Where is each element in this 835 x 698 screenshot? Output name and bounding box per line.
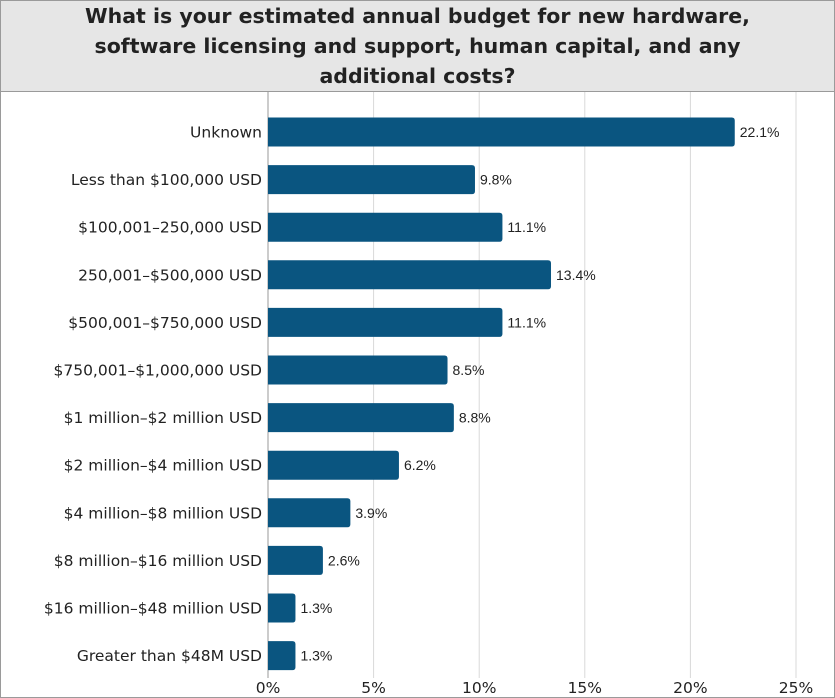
value-label: 1.3% (300, 648, 332, 664)
bar (268, 307, 503, 337)
category-label: Greater than $48M USD (77, 647, 262, 665)
category-label: $100,001–250,000 USD (78, 219, 262, 237)
category-label: $750,001–$1,000,000 USD (53, 362, 262, 380)
bar (268, 355, 448, 385)
bars (268, 117, 735, 671)
value-label: 11.1% (507, 314, 546, 330)
value-label: 1.3% (300, 600, 332, 616)
bar (268, 165, 475, 195)
value-label: 3.9% (355, 505, 387, 521)
value-label: 13.4% (556, 267, 596, 283)
category-label: 250,001–$500,000 USD (78, 266, 262, 284)
value-labels: 22.1% 9.8% 11.1% 13.4% 11.1% 8.5% 8.8% 6.2% 3.9%… (300, 124, 779, 664)
value-label: 8.5% (453, 362, 485, 378)
value-label: 8.8% (459, 410, 491, 426)
x-tick-label: 5% (361, 679, 386, 697)
category-label: Less than $100,000 USD (71, 171, 262, 189)
x-tick-labels: 0% 5% 10% 15% 20% 25% (256, 679, 814, 697)
bar (268, 641, 296, 671)
bar (268, 117, 735, 147)
value-label: 11.1% (507, 219, 546, 235)
category-label: $1 million–$2 million USD (64, 409, 262, 427)
value-label: 22.1% (740, 124, 780, 140)
bar (268, 403, 454, 433)
bar-chart: Unknown Less than $100,000 USD $100,001–25… (44, 92, 814, 697)
category-label: Unknown (190, 124, 262, 142)
category-labels: Unknown Less than $100,000 USD $100,001–25… (44, 124, 262, 666)
bar (268, 545, 323, 575)
value-label: 6.2% (404, 457, 436, 473)
bar (268, 212, 503, 242)
category-label: $8 million–$16 million USD (54, 552, 262, 570)
x-tick-label: 20% (673, 679, 707, 697)
chart-title: What is your estimated annual budget for… (85, 4, 750, 88)
value-label: 2.6% (328, 552, 360, 568)
category-label: $2 million–$4 million USD (64, 457, 262, 475)
bar (268, 498, 351, 528)
chart-header: What is your estimated annual budget for… (1, 1, 834, 92)
x-tick-label: 0% (256, 679, 281, 697)
bar (268, 593, 296, 623)
value-label: 9.8% (480, 172, 512, 188)
x-tick-label: 15% (568, 679, 602, 697)
bar (268, 260, 552, 290)
bar (268, 450, 399, 480)
x-tick-label: 25% (779, 679, 813, 697)
category-label: $500,001–$750,000 USD (68, 314, 262, 332)
x-tick-label: 10% (462, 679, 496, 697)
category-label: $4 million–$8 million USD (64, 504, 262, 522)
category-label: $16 million–$48 million USD (44, 600, 262, 618)
